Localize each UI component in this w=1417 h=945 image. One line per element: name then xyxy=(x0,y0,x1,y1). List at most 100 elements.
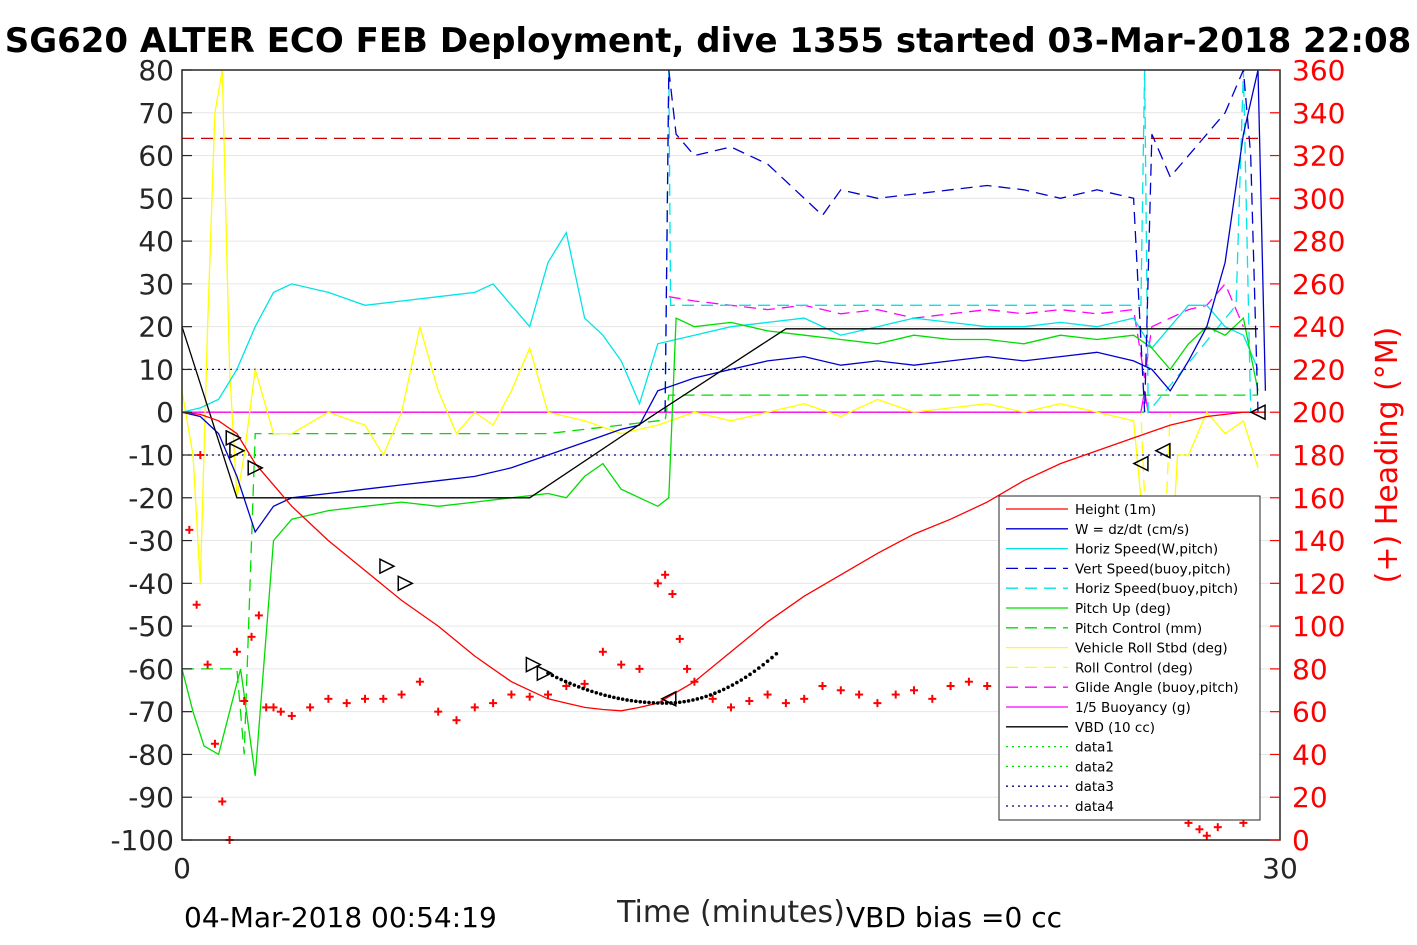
x-axis-label: Time (minutes) xyxy=(616,895,845,930)
apogee-dot xyxy=(568,681,572,686)
heading-point xyxy=(452,716,461,725)
left-tick-label: -60 xyxy=(128,653,174,686)
series-w-line xyxy=(181,69,1267,534)
heading-point xyxy=(1213,823,1222,832)
descent-marker xyxy=(229,442,246,459)
left-tick-label: -50 xyxy=(128,610,174,643)
heading-point xyxy=(196,451,205,459)
heading-point xyxy=(1195,825,1204,834)
apogee-dot xyxy=(642,700,647,704)
apogee-dot xyxy=(554,675,559,680)
left-tick-label: 20 xyxy=(138,311,174,344)
heading-point xyxy=(727,703,735,712)
legend-entry: data1 xyxy=(1006,740,1114,756)
left-tick-label: -90 xyxy=(128,781,174,814)
apogee-dot xyxy=(651,701,656,705)
left-tick-label: -40 xyxy=(128,567,174,600)
heading-point xyxy=(379,694,388,703)
left-tick-label: 30 xyxy=(138,268,174,301)
right-tick-label: 300 xyxy=(1292,182,1345,215)
right-tick-label: 240 xyxy=(1292,311,1345,344)
apogee-dot xyxy=(660,701,664,705)
left-tick-label: 40 xyxy=(138,225,174,258)
apogee-dot xyxy=(559,677,563,682)
legend-label: data1 xyxy=(1075,740,1114,756)
legend-entry: Horiz Speed(buoy,pitch) xyxy=(1006,581,1238,597)
right-axis-ticks: 3603403203002802602402202001801601401201… xyxy=(1270,54,1345,857)
apogee-dot xyxy=(686,699,691,703)
descent-marker xyxy=(379,558,396,575)
heading-point xyxy=(928,694,937,703)
apogee-dot xyxy=(721,687,726,692)
heading-point xyxy=(525,692,534,701)
right-tick-label: 60 xyxy=(1292,696,1328,729)
series-vbd-line xyxy=(181,326,1258,499)
left-tick-label: 80 xyxy=(138,54,174,87)
heading-point xyxy=(361,694,369,703)
heading-point xyxy=(210,739,219,748)
turn-markers xyxy=(225,404,1266,708)
apogee-dot xyxy=(743,675,748,680)
apogee-dot xyxy=(634,699,638,704)
heading-point xyxy=(397,690,406,699)
apogee-dot xyxy=(572,683,577,687)
ascent-marker xyxy=(660,690,677,708)
legend-entry: Roll Control (deg) xyxy=(1006,660,1193,676)
heading-point xyxy=(617,660,626,669)
heading-point xyxy=(910,686,918,695)
heading-point xyxy=(247,632,256,641)
legend: Height (1m) W = dz/dt (cm/s) Horiz Speed(W… xyxy=(998,495,1261,821)
heading-point xyxy=(324,694,333,703)
apogee-dot xyxy=(699,695,704,700)
apogee-dot xyxy=(739,678,744,682)
left-tick-label: 60 xyxy=(138,140,174,173)
right-tick-label: 260 xyxy=(1292,268,1345,301)
heading-point xyxy=(276,707,285,716)
legend-label: Glide Angle (buoy,pitch) xyxy=(1075,680,1239,696)
legend-entry: VBD (10 cc) xyxy=(1006,720,1155,736)
legend-entry: Pitch Up (deg) xyxy=(1006,601,1171,617)
apogee-dot xyxy=(590,689,594,694)
apogee-dot xyxy=(598,692,603,696)
heading-point xyxy=(983,682,992,690)
heading-point xyxy=(763,690,772,699)
apogee-dot xyxy=(717,689,722,694)
apogee-dot xyxy=(616,696,621,701)
right-tick-label: 180 xyxy=(1292,439,1345,472)
heading-point xyxy=(262,703,271,712)
apogee-dot xyxy=(765,659,770,664)
heading-point xyxy=(818,682,827,690)
legend-label: Pitch Control (mm) xyxy=(1075,621,1202,637)
heading-point xyxy=(1202,831,1211,840)
apogee-dot xyxy=(594,690,599,695)
heading-point xyxy=(964,677,973,686)
legend-entry: data3 xyxy=(1006,779,1114,795)
apogee-dot xyxy=(585,688,590,692)
apogee-dot xyxy=(730,683,735,687)
heading-point xyxy=(675,634,684,643)
heading-point xyxy=(781,699,790,708)
right-axis-label: (+) Heading (°M) xyxy=(1370,327,1405,584)
ascent-marker xyxy=(1132,455,1149,472)
legend-label: Horiz Speed(W,pitch) xyxy=(1075,542,1218,558)
apogee-dot xyxy=(682,699,686,704)
heading-point xyxy=(232,647,241,656)
right-tick-label: 80 xyxy=(1292,653,1328,686)
heading-point xyxy=(836,686,845,695)
left-tick-label: 0 xyxy=(156,396,174,429)
apogee-dot xyxy=(691,698,695,702)
legend-label: data3 xyxy=(1075,779,1114,795)
heading-point xyxy=(946,682,955,690)
heading-point xyxy=(269,703,278,712)
heading-point xyxy=(192,600,201,609)
heading-point xyxy=(800,694,809,703)
heading-point xyxy=(562,682,571,690)
apogee-dot xyxy=(677,700,682,705)
legend-label: Roll Control (deg) xyxy=(1075,660,1193,676)
footer-timestamp: 04-Mar-2018 00:54:19 xyxy=(184,901,497,934)
series-vert-speed-buoy-line xyxy=(664,69,1259,413)
apogee-dot xyxy=(550,673,555,678)
heading-point xyxy=(683,664,692,673)
series-horiz-speed-line xyxy=(181,230,1259,413)
left-tick-label: -70 xyxy=(128,696,174,729)
